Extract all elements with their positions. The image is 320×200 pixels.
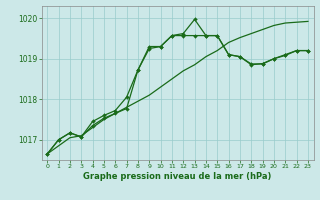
X-axis label: Graphe pression niveau de la mer (hPa): Graphe pression niveau de la mer (hPa) [84,172,272,181]
